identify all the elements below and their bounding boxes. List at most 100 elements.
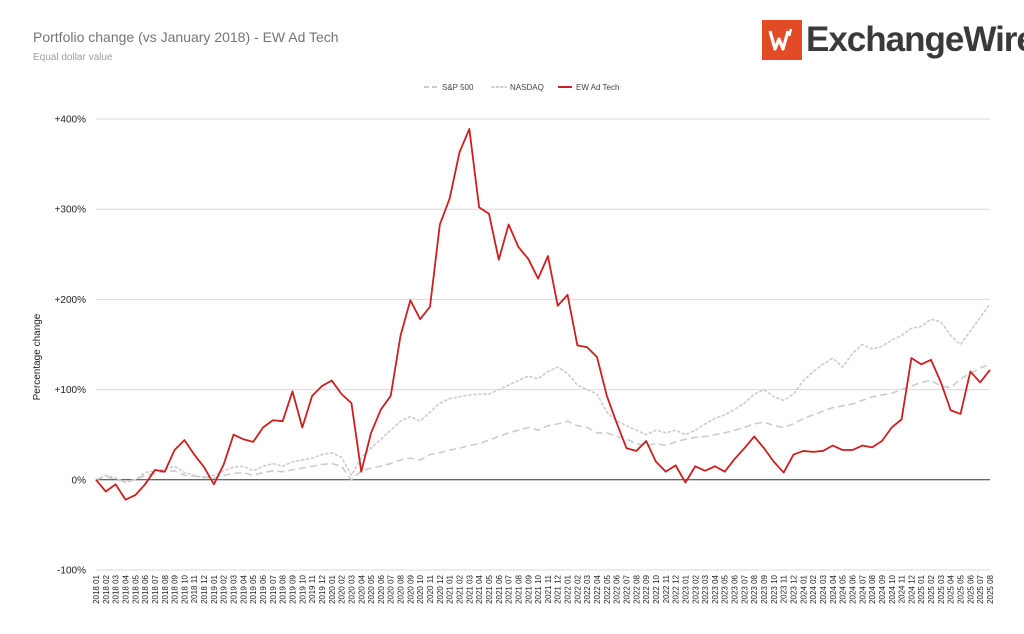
x-tick-label: 2019 10: [298, 574, 307, 603]
exchangewire-logo: ExchangeWire: [762, 20, 1024, 60]
x-tick-label: 2025 07: [976, 574, 985, 603]
x-tick-label: 2023 10: [770, 574, 779, 603]
y-tick-label: 0%: [72, 475, 87, 486]
legend-label: S&P 500: [442, 83, 474, 92]
logo-text: ExchangeWire: [806, 20, 1024, 59]
y-axis-label: Percentage change: [32, 313, 43, 400]
x-tick-label: 2025 01: [917, 574, 926, 603]
x-tick-label: 2019 09: [288, 574, 297, 603]
x-tick-label: 2018 12: [200, 574, 209, 603]
gridlines: [96, 118, 990, 571]
y-tick-label: +300%: [55, 205, 87, 216]
x-tick-label: 2018 03: [112, 574, 121, 603]
x-tick-label: 2020 09: [406, 574, 415, 603]
x-tick-label: 2020 10: [416, 574, 425, 603]
chart-title: Portfolio change (vs January 2018) - EW …: [33, 29, 339, 45]
x-tick-label: 2025 08: [986, 574, 995, 603]
x-tick-label: 2021 11: [544, 574, 553, 603]
x-tick-label: 2024 11: [898, 574, 907, 603]
x-tick-label: 2019 02: [220, 574, 229, 603]
y-tick-label: +200%: [55, 295, 87, 306]
x-tick-label: 2022 11: [662, 574, 671, 603]
x-tick-label: 2024 08: [868, 574, 877, 603]
x-tick-label: 2023 03: [701, 574, 710, 603]
x-tick-label: 2020 07: [387, 574, 396, 603]
x-tick-label: 2024 01: [799, 574, 808, 603]
x-tick-label: 2019 07: [269, 574, 278, 603]
x-tick-label: 2021 09: [524, 574, 533, 603]
x-tick-label: 2022 01: [564, 574, 573, 603]
x-tick-label: 2020 03: [347, 574, 356, 603]
x-tick-label: 2021 05: [485, 574, 494, 603]
x-tick-label: 2023 01: [681, 574, 690, 603]
y-tick-label: -100%: [57, 566, 86, 577]
legend: S&P 500 NASDAQ EW Ad Tech: [424, 83, 619, 92]
x-tick-label: 2018 05: [131, 574, 140, 603]
x-axis-ticks: 2018 01 2018 02 2018 03 2018 04 2018 05 2018 …: [92, 574, 995, 603]
x-tick-label: 2021 03: [465, 574, 474, 603]
x-tick-label: 2021 01: [446, 574, 455, 603]
x-tick-label: 2022 03: [583, 574, 592, 603]
x-tick-label: 2021 04: [475, 574, 484, 603]
x-tick-label: 2023 04: [711, 574, 720, 603]
x-tick-label: 2025 02: [927, 574, 936, 603]
x-tick-label: 2022 06: [613, 574, 622, 603]
y-tick-label: +100%: [55, 385, 87, 396]
x-tick-label: 2019 04: [239, 574, 248, 603]
x-tick-label: 2024 07: [858, 574, 867, 603]
x-tick-label: 2022 07: [623, 574, 632, 603]
x-tick-label: 2025 03: [937, 574, 946, 603]
logo-mark-icon: [762, 20, 802, 60]
x-tick-label: 2020 01: [328, 574, 337, 603]
x-tick-label: 2022 10: [652, 574, 661, 603]
x-tick-label: 2018 11: [190, 574, 199, 603]
x-tick-label: 2025 06: [966, 574, 975, 603]
x-tick-label: 2019 12: [318, 574, 327, 603]
legend-label: NASDAQ: [510, 83, 544, 92]
x-tick-label: 2019 01: [210, 574, 219, 603]
x-tick-label: 2023 12: [790, 574, 799, 603]
x-tick-label: 2018 09: [171, 574, 180, 603]
x-tick-label: 2024 10: [888, 574, 897, 603]
series-lines: [95, 128, 991, 501]
x-tick-label: 2019 05: [249, 574, 258, 603]
x-tick-label: 2023 02: [691, 574, 700, 603]
x-tick-label: 2022 09: [642, 574, 651, 603]
x-tick-label: 2020 04: [357, 574, 366, 603]
y-tick-label: +400%: [55, 115, 87, 126]
x-tick-label: 2020 02: [338, 574, 347, 603]
series-line-s-p-500: [95, 363, 991, 483]
x-tick-label: 2018 10: [180, 574, 189, 603]
x-tick-label: 2020 08: [397, 574, 406, 603]
x-tick-label: 2023 08: [750, 574, 759, 603]
x-tick-label: 2020 12: [436, 574, 445, 603]
x-tick-label: 2021 08: [514, 574, 523, 603]
chart-subtitle: Equal dollar value: [33, 52, 113, 63]
x-tick-label: 2025 05: [957, 574, 966, 603]
x-tick-label: 2018 04: [121, 574, 130, 603]
x-tick-label: 2018 08: [161, 574, 170, 603]
x-tick-label: 2023 11: [780, 574, 789, 603]
x-tick-label: 2024 05: [839, 574, 848, 603]
x-tick-label: 2021 02: [455, 574, 464, 603]
x-tick-label: 2022 05: [603, 574, 612, 603]
x-tick-label: 2019 08: [279, 574, 288, 603]
series-line-nasdaq: [95, 303, 991, 484]
x-tick-label: 2019 06: [259, 574, 268, 603]
x-tick-label: 2024 09: [878, 574, 887, 603]
x-tick-label: 2020 11: [426, 574, 435, 603]
x-tick-label: 2022 04: [593, 574, 602, 603]
x-tick-label: 2024 04: [829, 574, 838, 603]
x-tick-label: 2023 09: [760, 574, 769, 603]
x-tick-label: 2022 08: [632, 574, 641, 603]
x-tick-label: 2022 02: [573, 574, 582, 603]
y-axis-ticks: -100% 0% +100% +200% +300% +400%: [55, 115, 87, 577]
x-tick-label: 2020 06: [377, 574, 386, 603]
x-tick-label: 2024 12: [907, 574, 916, 603]
x-tick-label: 2018 07: [151, 574, 160, 603]
x-tick-label: 2021 06: [495, 574, 504, 603]
x-tick-label: 2023 07: [740, 574, 749, 603]
series-line-ew-ad-tech: [95, 128, 991, 501]
x-tick-label: 2021 07: [505, 574, 514, 603]
